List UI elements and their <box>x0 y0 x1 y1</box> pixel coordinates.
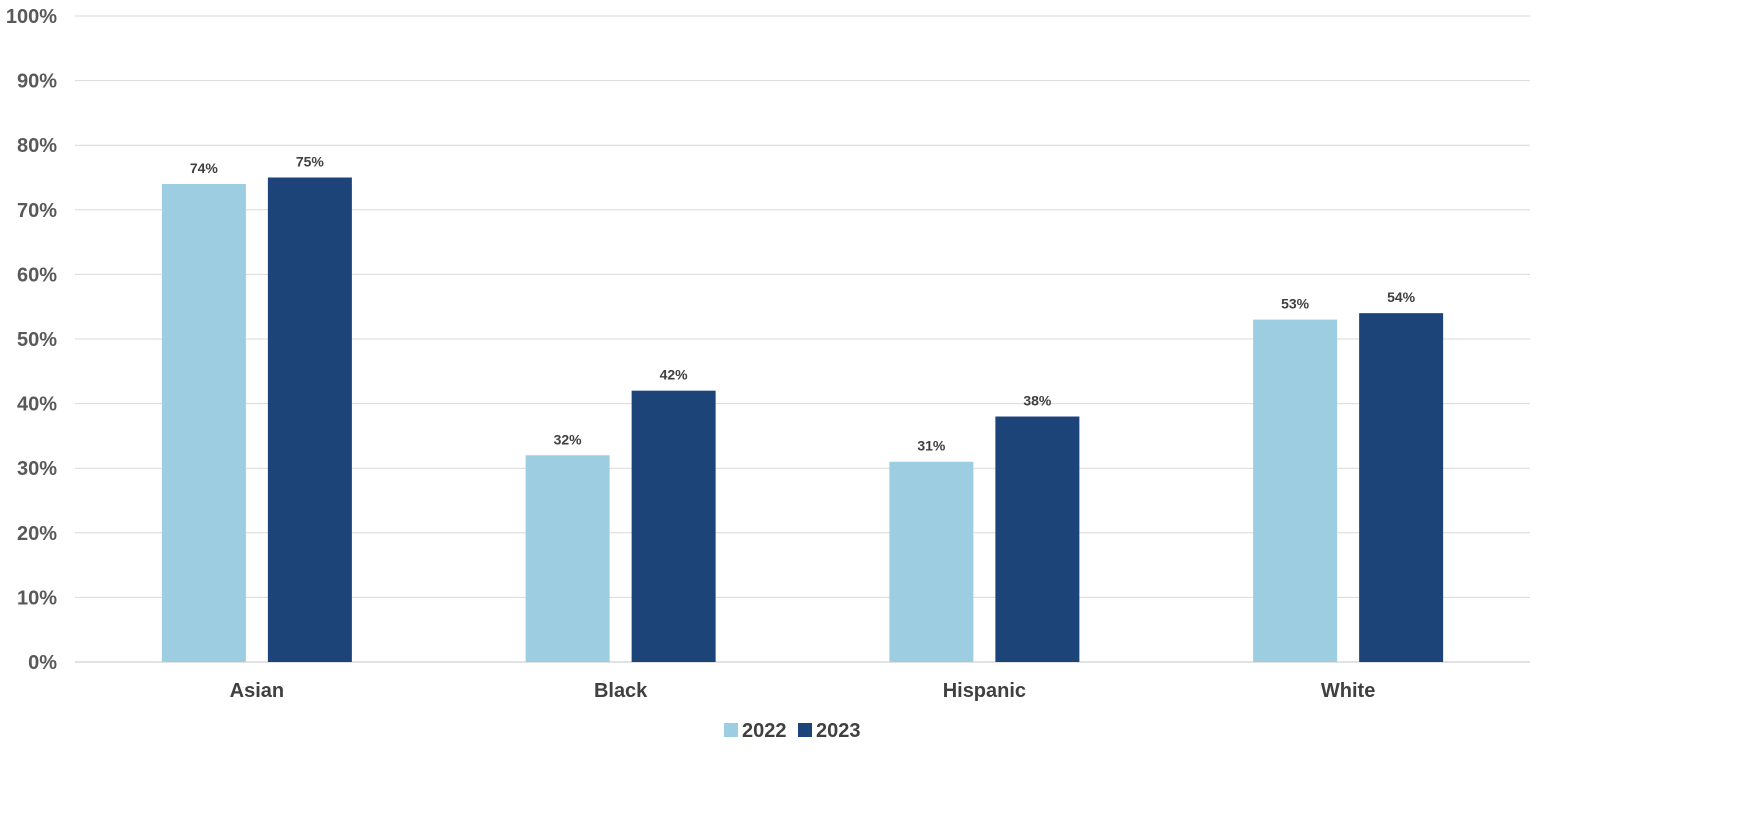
data-label: 75% <box>296 154 325 170</box>
legend-label: 2023 <box>816 720 861 742</box>
y-tick-label: 40% <box>17 394 57 416</box>
data-labels: 74% 75% 32% 42% 31% 38% 53% 54% <box>190 154 1416 454</box>
bar-hispanic-2022 <box>889 462 973 662</box>
y-tick-label: 60% <box>17 264 57 286</box>
bar-asian-2023 <box>268 178 352 663</box>
x-tick-label: Asian <box>230 680 284 702</box>
y-tick-label: 50% <box>17 329 57 351</box>
y-tick-label: 30% <box>17 458 57 480</box>
y-tick-label: 10% <box>17 587 57 609</box>
x-tick-label: Hispanic <box>943 680 1026 702</box>
y-tick-label: 0% <box>28 652 57 674</box>
y-tick-label: 80% <box>17 135 57 157</box>
bar-black-2023 <box>632 391 716 662</box>
bar-black-2022 <box>526 455 610 662</box>
x-tick-label: White <box>1321 680 1375 702</box>
bar-hispanic-2023 <box>995 417 1079 662</box>
y-tick-label: 100% <box>6 6 57 28</box>
data-label: 74% <box>190 160 219 176</box>
data-label: 31% <box>917 438 946 454</box>
data-label: 42% <box>660 367 689 383</box>
legend-swatch-2022 <box>724 723 738 737</box>
bar-asian-2022 <box>162 184 246 662</box>
bar-white-2023 <box>1359 313 1443 662</box>
y-tick-label: 20% <box>17 523 57 545</box>
x-tick-label: Black <box>594 680 648 702</box>
legend: 2022 2023 <box>724 720 861 742</box>
x-axis-ticks: Asian Black Hispanic White <box>230 680 1376 702</box>
data-label: 32% <box>554 431 583 447</box>
bars <box>162 178 1443 663</box>
data-label: 53% <box>1281 296 1310 312</box>
legend-swatch-2023 <box>798 723 812 737</box>
y-tick-label: 90% <box>17 71 57 93</box>
legend-label: 2022 <box>742 720 787 742</box>
bar-white-2022 <box>1253 320 1337 662</box>
data-label: 54% <box>1387 289 1416 305</box>
y-axis-ticks: 0% 10% 20% 30% 40% 50% 60% 70% 80% 90% 100% <box>6 6 57 674</box>
y-tick-label: 70% <box>17 200 57 222</box>
data-label: 38% <box>1023 393 1052 409</box>
